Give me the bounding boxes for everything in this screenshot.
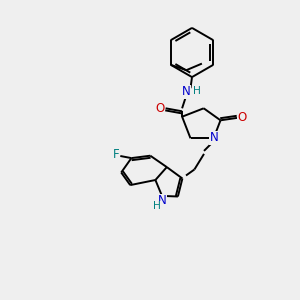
Text: N: N — [158, 194, 166, 208]
Text: N: N — [182, 85, 190, 98]
Text: H: H — [193, 86, 201, 96]
Text: O: O — [238, 111, 247, 124]
Text: O: O — [156, 102, 165, 115]
Text: F: F — [112, 148, 119, 161]
Text: N: N — [210, 131, 219, 144]
Text: H: H — [153, 201, 160, 212]
